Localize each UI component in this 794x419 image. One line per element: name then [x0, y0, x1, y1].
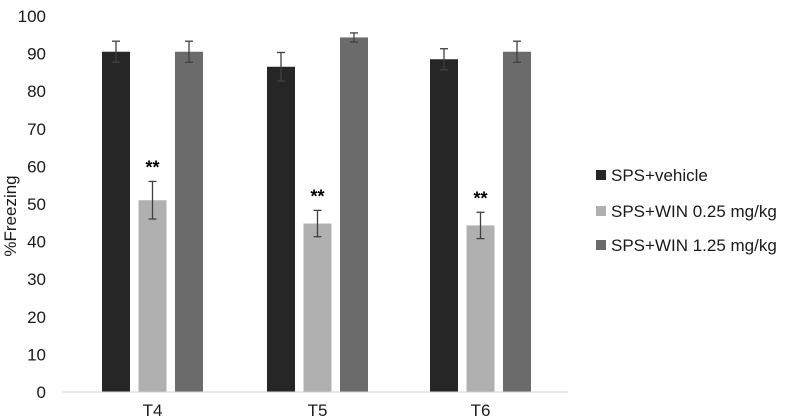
y-axis: 0 10 20 30 40 50 60 70 80 90 100 — [18, 7, 46, 402]
bar-t5-series-1 — [267, 66, 295, 392]
y-tick-label: 50 — [27, 195, 46, 214]
x-category-label: T4 — [143, 401, 163, 419]
bar-t5-series-3 — [340, 37, 368, 392]
error-bar-t4-series-2 — [148, 180, 157, 220]
y-tick-label: 80 — [27, 82, 46, 101]
error-bar-t6-series-1 — [440, 48, 448, 71]
significance-marker: ** — [310, 186, 324, 206]
error-bars — [112, 32, 521, 240]
y-tick-label: 0 — [37, 383, 46, 402]
bar-t4-series-2 — [138, 200, 167, 392]
legend-item: SPS+WIN 0.25 mg/kg — [596, 202, 777, 221]
x-axis-categories: T4 T5 T6 — [143, 401, 491, 419]
legend: SPS+vehicle SPS+WIN 0.25 mg/kg SPS+WIN 1.2… — [596, 166, 777, 255]
legend-label: SPS+WIN 0.25 mg/kg — [611, 202, 777, 221]
bar-t6-series-2 — [466, 225, 495, 392]
bar-t5-series-2 — [303, 223, 332, 392]
error-bar-t5-series-2 — [313, 209, 322, 238]
bar-t4-series-3 — [175, 51, 203, 392]
bars — [102, 37, 531, 393]
error-bar-t4-series-1 — [112, 40, 120, 63]
y-tick-label: 20 — [27, 308, 46, 327]
error-bar-t6-series-2 — [476, 211, 485, 240]
x-category-label: T5 — [308, 401, 328, 419]
x-category-label: T6 — [471, 401, 491, 419]
y-tick-label: 30 — [27, 270, 46, 289]
legend-swatch — [596, 206, 606, 216]
error-bar-t4-series-3 — [185, 40, 193, 63]
bar-t6-series-3 — [503, 51, 531, 392]
bar-t6-series-1 — [430, 59, 458, 393]
legend-item: SPS+vehicle — [596, 166, 708, 185]
legend-swatch — [596, 240, 606, 250]
y-tick-label: 70 — [27, 120, 46, 139]
error-bar-t5-series-1 — [277, 51, 285, 82]
y-tick-label: 40 — [27, 233, 46, 252]
bar-t4-series-1 — [102, 51, 130, 392]
y-axis-label: %Freezing — [1, 175, 20, 256]
y-tick-label: 60 — [27, 157, 46, 176]
legend-label: SPS+WIN 1.25 mg/kg — [611, 236, 777, 255]
y-tick-label: 90 — [27, 45, 46, 64]
y-tick-label: 10 — [27, 345, 46, 364]
legend-label: SPS+vehicle — [611, 166, 708, 185]
y-tick-label: 100 — [18, 7, 46, 26]
significance-annotations: ** ** ** — [145, 157, 487, 208]
legend-swatch — [596, 170, 606, 180]
error-bar-t5-series-3 — [350, 32, 358, 43]
significance-marker: ** — [473, 188, 487, 208]
error-bar-t6-series-3 — [513, 40, 521, 63]
legend-item: SPS+WIN 1.25 mg/kg — [596, 236, 777, 255]
significance-marker: ** — [145, 157, 159, 177]
